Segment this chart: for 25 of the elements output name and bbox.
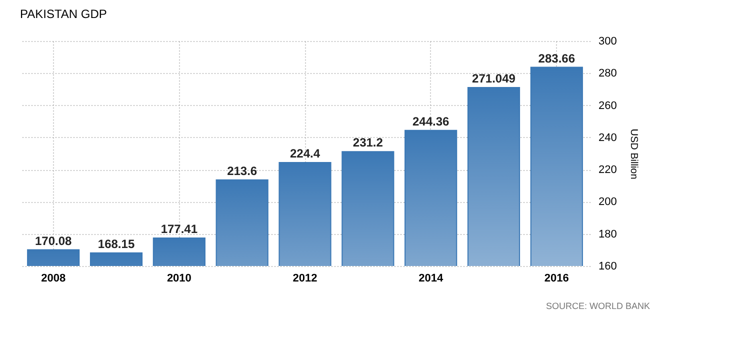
- data-label: 283.66: [538, 51, 576, 66]
- x-tick-label: 2008: [41, 272, 66, 284]
- x-tick-label: 2012: [292, 272, 318, 284]
- data-label: 168.15: [98, 236, 135, 251]
- data-label: 177.41: [160, 222, 198, 236]
- y-tick-label: 300: [598, 36, 617, 48]
- x-tick-label: 2010: [166, 272, 192, 284]
- y-tick-label: 160: [598, 260, 617, 272]
- x-tick-label: 2016: [544, 272, 569, 284]
- data-label: 170.08: [34, 234, 72, 248]
- source-note: SOURCE: WORLD BANK: [546, 301, 650, 311]
- chart-title: PAKISTAN GDP: [20, 7, 107, 21]
- y-tick-label: 260: [598, 100, 617, 112]
- y-axis-title: USD Billion: [628, 128, 639, 180]
- y-tick-label: 200: [598, 196, 617, 208]
- y-tick-label: 220: [598, 164, 617, 176]
- y-tick-label: 240: [598, 132, 617, 144]
- data-label: 224.4: [290, 146, 320, 160]
- data-label: 271.049: [472, 72, 516, 86]
- x-tick-label: 2014: [418, 272, 444, 284]
- data-label: 213.6: [227, 164, 258, 178]
- y-tick-label: 280: [598, 68, 617, 80]
- y-tick-label: 180: [598, 228, 617, 240]
- data-label: 244.36: [412, 114, 450, 128]
- data-label: 231.2: [352, 136, 384, 150]
